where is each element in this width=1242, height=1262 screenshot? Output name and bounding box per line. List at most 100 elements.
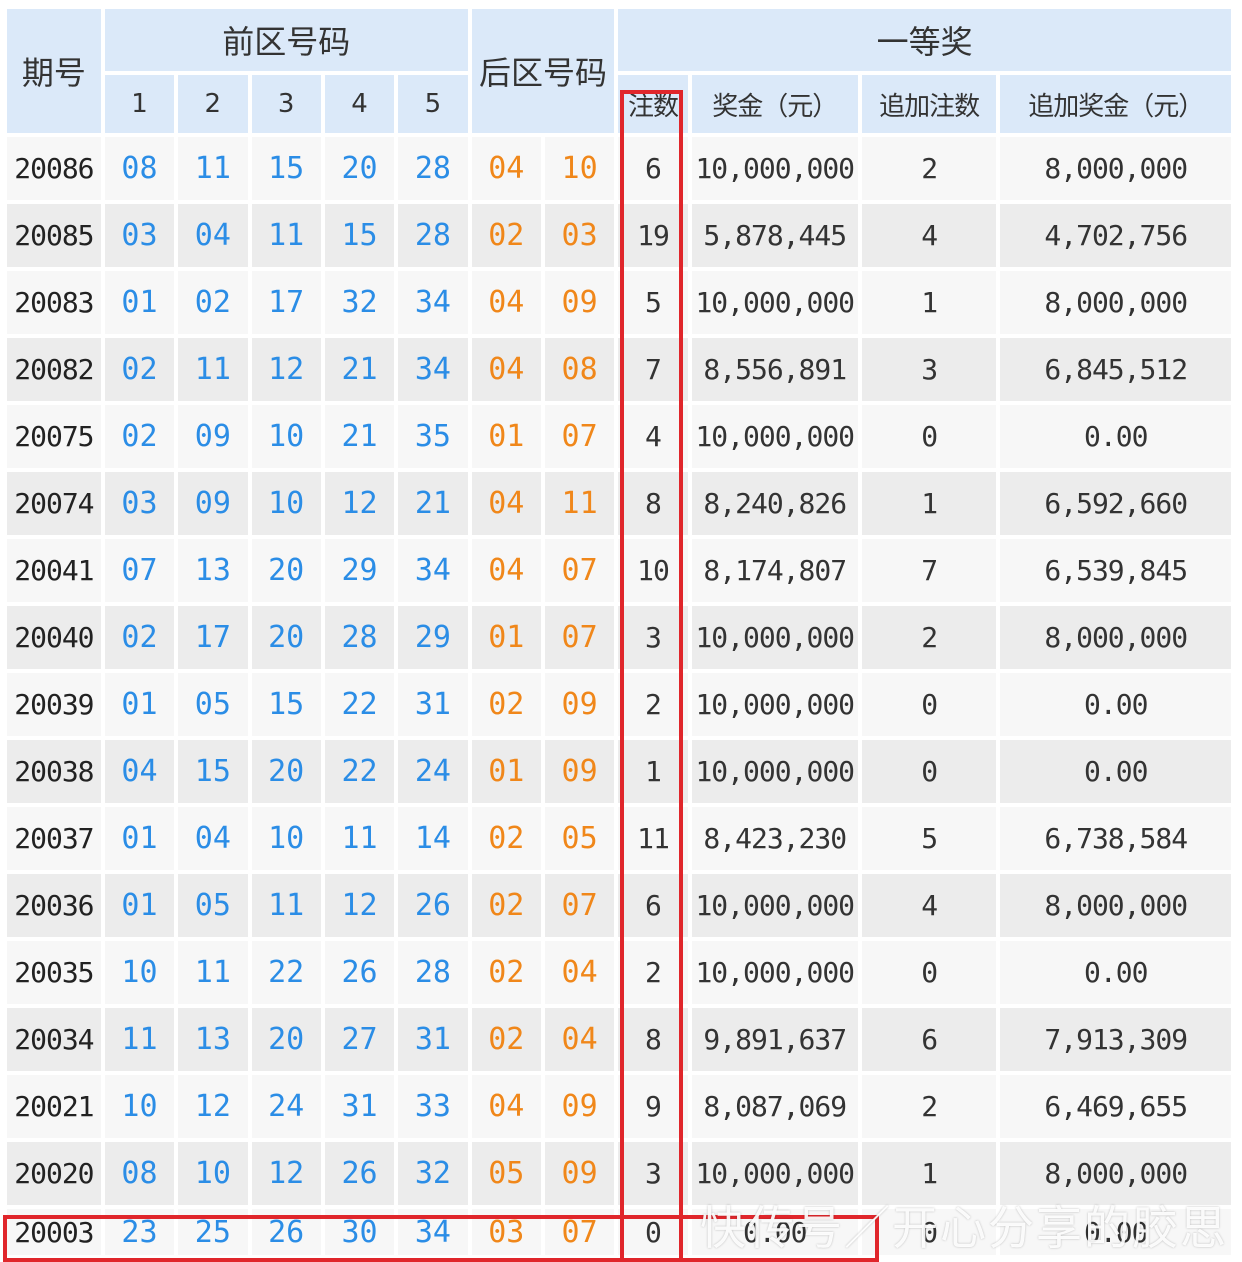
front-number: 15 (251, 137, 321, 200)
table-row: 20037 01 04 10 11 14 02 05 11 8,423,230 5 6,738,584 (7, 807, 1231, 870)
back-number: 01 (471, 740, 541, 803)
issue-number: 20038 (7, 740, 101, 803)
issue-number: 20075 (7, 405, 101, 468)
winner-count: 0 (618, 1209, 688, 1255)
front-number: 20 (251, 1008, 321, 1071)
front-position-3: 3 (251, 75, 321, 133)
front-number: 13 (178, 1008, 248, 1071)
watermark-text: 快传号／开心分享的胶思 (700, 1201, 1228, 1255)
winner-count: 1 (618, 740, 688, 803)
front-number: 32 (324, 271, 395, 334)
front-number: 26 (324, 941, 395, 1004)
extra-count: 0 (861, 740, 997, 803)
front-number: 02 (104, 606, 175, 669)
front-number: 28 (398, 204, 468, 267)
prize-amount: 10,000,000 (691, 941, 858, 1004)
prize-amount: 8,423,230 (691, 807, 858, 870)
front-number: 04 (104, 740, 175, 803)
extra-prize-amount: 8,000,000 (1000, 606, 1231, 669)
front-zone-header: 前区号码 (104, 9, 468, 71)
front-number: 08 (104, 1142, 175, 1205)
front-number: 31 (398, 1008, 468, 1071)
front-number: 10 (251, 472, 321, 535)
prize-amount: 10,000,000 (691, 137, 858, 200)
winner-count: 8 (618, 472, 688, 535)
extra-prize-amount: 0.00 (1000, 405, 1231, 468)
back-number: 07 (544, 606, 615, 669)
extra-prize-amount: 4,702,756 (1000, 204, 1231, 267)
winner-count: 4 (618, 405, 688, 468)
prize-amount: 10,000,000 (691, 673, 858, 736)
front-number: 26 (251, 1209, 321, 1255)
front-position-4: 4 (324, 75, 395, 133)
table-row: 20038 04 15 20 22 24 01 09 1 10,000,000 0 0.00 (7, 740, 1231, 803)
front-number: 13 (178, 539, 248, 602)
winner-count: 3 (618, 1142, 688, 1205)
front-number: 30 (324, 1209, 395, 1255)
winner-count: 8 (618, 1008, 688, 1071)
issue-number: 20086 (7, 137, 101, 200)
table-row: 20075 02 09 10 21 35 01 07 4 10,000,000 0 0.00 (7, 405, 1231, 468)
front-number: 12 (251, 338, 321, 401)
back-number: 09 (544, 1075, 615, 1138)
extra-count: 3 (861, 338, 997, 401)
prize-amount-header: 奖金（元） (691, 75, 858, 133)
front-number: 21 (324, 338, 395, 401)
issue-number: 20020 (7, 1142, 101, 1205)
extra-prize-amount: 6,845,512 (1000, 338, 1231, 401)
extra-count: 2 (861, 606, 997, 669)
extra-count: 5 (861, 807, 997, 870)
front-number: 05 (178, 874, 248, 937)
front-number: 02 (104, 338, 175, 401)
back-number: 09 (544, 673, 615, 736)
front-number: 01 (104, 673, 175, 736)
front-number: 29 (324, 539, 395, 602)
front-number: 24 (251, 1075, 321, 1138)
front-number: 20 (251, 740, 321, 803)
front-number: 20 (251, 606, 321, 669)
issue-header: 期号 (7, 9, 101, 133)
front-number: 15 (251, 673, 321, 736)
back-number: 09 (544, 271, 615, 334)
front-number: 12 (251, 1142, 321, 1205)
winner-count: 19 (618, 204, 688, 267)
back-number: 10 (544, 137, 615, 200)
issue-number: 20035 (7, 941, 101, 1004)
back-number: 03 (471, 1209, 541, 1255)
front-number: 31 (324, 1075, 395, 1138)
results-body: 20086 08 11 15 20 28 04 10 6 10,000,000 2 8,000,000… (7, 137, 1231, 1255)
front-number: 25 (178, 1209, 248, 1255)
front-number: 12 (324, 874, 395, 937)
extra-prize-amount: 8,000,000 (1000, 137, 1231, 200)
front-number: 34 (398, 1209, 468, 1255)
back-number: 08 (544, 338, 615, 401)
front-number: 02 (178, 271, 248, 334)
front-number: 10 (178, 1142, 248, 1205)
front-number: 21 (324, 405, 395, 468)
front-number: 20 (251, 539, 321, 602)
issue-number: 20021 (7, 1075, 101, 1138)
front-number: 34 (398, 539, 468, 602)
table-row: 20041 07 13 20 29 34 04 07 10 8,174,807 7 6,539,845 (7, 539, 1231, 602)
prize-amount: 8,087,069 (691, 1075, 858, 1138)
front-number: 23 (104, 1209, 175, 1255)
back-number: 02 (471, 673, 541, 736)
winner-count: 7 (618, 338, 688, 401)
back-number: 02 (471, 874, 541, 937)
back-number: 02 (471, 1008, 541, 1071)
table-row: 20082 02 11 12 21 34 04 08 7 8,556,891 3 6,845,512 (7, 338, 1231, 401)
back-number: 03 (544, 204, 615, 267)
front-number: 08 (104, 137, 175, 200)
front-position-1: 1 (104, 75, 175, 133)
front-number: 29 (398, 606, 468, 669)
front-number: 04 (178, 204, 248, 267)
front-number: 10 (251, 807, 321, 870)
first-prize-header: 一等奖 (618, 9, 1231, 71)
winner-count: 2 (618, 673, 688, 736)
front-number: 22 (324, 673, 395, 736)
back-number: 05 (471, 1142, 541, 1205)
front-number: 22 (251, 941, 321, 1004)
issue-number: 20041 (7, 539, 101, 602)
table-row: 20036 01 05 11 12 26 02 07 6 10,000,000 4 8,000,000 (7, 874, 1231, 937)
extra-count: 2 (861, 137, 997, 200)
